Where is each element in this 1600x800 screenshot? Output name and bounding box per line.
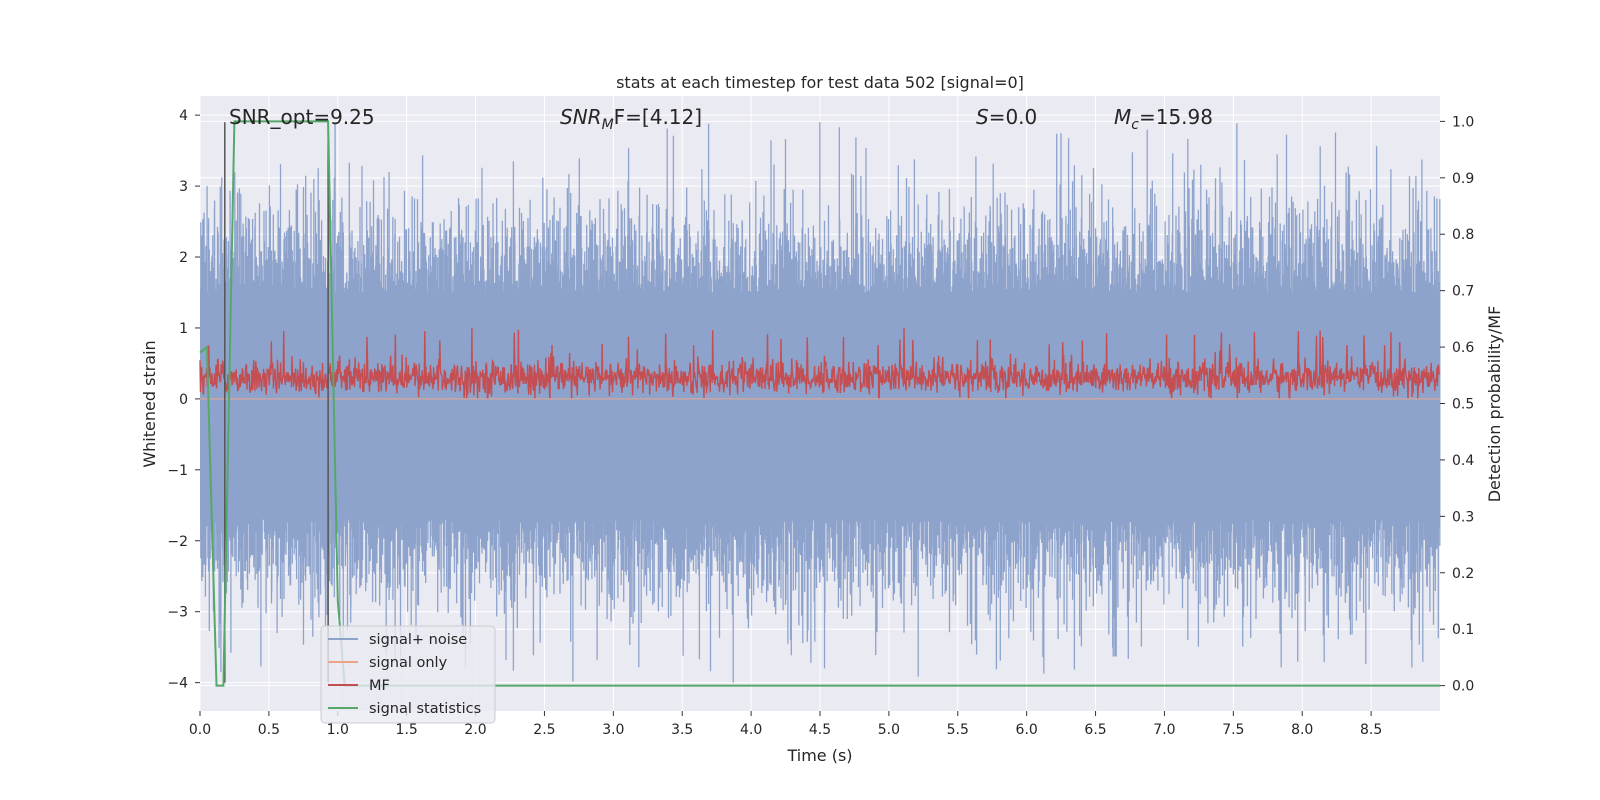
- x-tick-label: 0.0: [189, 722, 211, 738]
- annotation-s: S=0.0: [976, 105, 1037, 129]
- y-axis-label-left: Whitened strain: [140, 340, 159, 467]
- y-right-tick-label: 0.3: [1452, 509, 1474, 525]
- y-left-tick-label: −1: [167, 463, 188, 479]
- s-value: =0.0: [989, 105, 1038, 129]
- y-left-tick-label: −4: [167, 676, 188, 692]
- legend-label-signal-only: signal only: [369, 655, 448, 671]
- legend-box: [320, 625, 496, 724]
- snr-mf-subscript: M: [602, 117, 614, 133]
- s-symbol: S: [976, 105, 989, 129]
- x-tick-label: 6.0: [1016, 722, 1038, 738]
- x-tick-label: 7.0: [1153, 722, 1175, 738]
- x-tick-label: 0.5: [258, 722, 280, 738]
- x-tick-label: 1.5: [396, 722, 418, 738]
- legend-label-noise: signal+ noise: [369, 632, 467, 648]
- noise-series-layer: [200, 122, 1441, 683]
- y-left-tick-label: −2: [167, 534, 188, 550]
- x-axis-ticks: 0.0 0.5 1.0 1.5 2.0 2.5 3.0 3.5 4.0 4.5 5.0 5.5 6.0 6…: [189, 711, 1382, 738]
- x-tick-label: 7.5: [1222, 722, 1244, 738]
- y-right-tick-label: 0.5: [1452, 397, 1474, 413]
- y-left-tick-label: −3: [167, 605, 188, 621]
- chart-title: stats at each timestep for test data 502…: [616, 73, 1024, 92]
- y-right-tick-label: 0.2: [1452, 566, 1474, 582]
- legend-label-stats: signal statistics: [369, 701, 481, 717]
- x-axis-label: Time (s): [786, 746, 852, 765]
- x-tick-label: 5.5: [947, 722, 969, 738]
- y-left-tick-label: 3: [179, 179, 188, 195]
- annotation-snr-mf: SNRMF=[4.12]: [560, 105, 702, 133]
- snr-mf-value: F=[4.12]: [614, 105, 702, 129]
- x-tick-label: 3.5: [671, 722, 693, 738]
- legend: signal+ noise signal only MF signal stat…: [320, 625, 496, 724]
- y-axis-label-right: Detection probability/MF: [1485, 306, 1504, 503]
- y-right-axis-ticks: 0.0 0.1 0.2 0.3 0.4 0.5 0.6 0.7 0.8 0.9 1.0: [1440, 114, 1474, 695]
- y-left-tick-label: 0: [179, 392, 188, 408]
- x-tick-label: 4.5: [809, 722, 831, 738]
- y-right-tick-label: 0.0: [1452, 679, 1474, 695]
- y-right-tick-label: 0.7: [1452, 284, 1474, 300]
- y-left-tick-label: 2: [179, 250, 188, 266]
- y-right-tick-label: 0.6: [1452, 340, 1474, 356]
- x-tick-label: 2.5: [533, 722, 555, 738]
- x-tick-label: 4.0: [740, 722, 762, 738]
- x-tick-label: 1.0: [327, 722, 349, 738]
- mc-subscript: c: [1131, 117, 1139, 133]
- x-tick-label: 2.0: [464, 722, 486, 738]
- y-left-axis-ticks: −4 −3 −2 −1 0 1 2 3 4: [167, 108, 200, 692]
- y-right-tick-label: 0.1: [1452, 622, 1474, 638]
- snr-mf-symbol: SNR: [560, 105, 602, 129]
- y-right-tick-label: 0.8: [1452, 227, 1474, 243]
- x-tick-label: 8.5: [1360, 722, 1382, 738]
- mc-value: =15.98: [1139, 105, 1213, 129]
- y-left-tick-label: 4: [179, 108, 188, 124]
- x-tick-label: 5.0: [878, 722, 900, 738]
- legend-label-mf: MF: [369, 678, 390, 694]
- x-tick-label: 6.5: [1084, 722, 1106, 738]
- annotation-snr-opt: SNR_opt=9.25: [229, 105, 375, 129]
- y-right-tick-label: 0.4: [1452, 453, 1474, 469]
- y-left-tick-label: 1: [179, 321, 188, 337]
- y-right-tick-label: 0.9: [1452, 171, 1474, 187]
- annotation-mc: Mc=15.98: [1114, 105, 1213, 133]
- mc-symbol: M: [1114, 105, 1131, 129]
- mf-series-layer: [199, 328, 1441, 401]
- x-tick-label: 8.0: [1291, 722, 1313, 738]
- y-right-tick-label: 1.0: [1452, 114, 1474, 130]
- x-tick-label: 3.0: [602, 722, 624, 738]
- mf-series-line: [199, 328, 1441, 401]
